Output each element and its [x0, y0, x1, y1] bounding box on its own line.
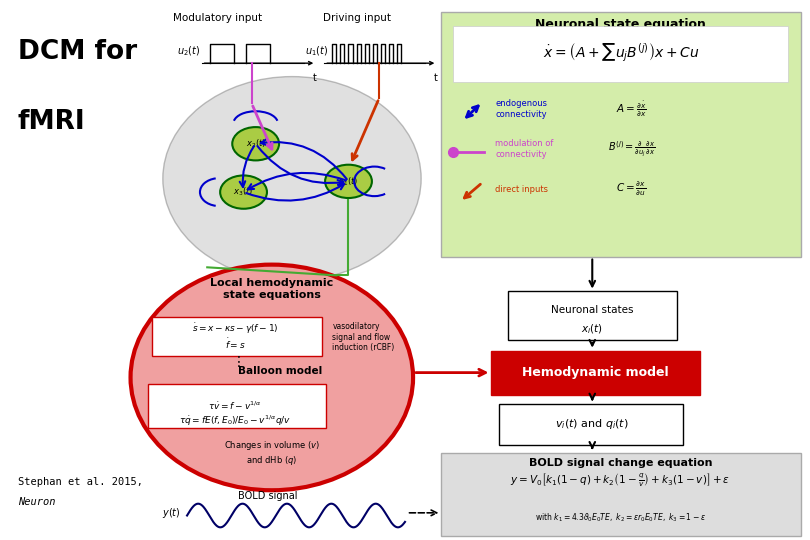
Text: modulation of
connectivity: modulation of connectivity [496, 139, 554, 159]
Text: $B^{(j)} = \frac{\partial}{\partial u_j}\frac{\partial x}{\partial x}$: $B^{(j)} = \frac{\partial}{\partial u_j}… [608, 139, 655, 159]
Text: $\dot{s} = x - \kappa s - \gamma(f-1)$: $\dot{s} = x - \kappa s - \gamma(f-1)$ [192, 322, 279, 336]
Text: Neuronal state equation: Neuronal state equation [535, 17, 706, 30]
Text: Changes in volume ($v$)
and dHb ($q$): Changes in volume ($v$) and dHb ($q$) [224, 439, 320, 467]
Text: Balloon model: Balloon model [238, 366, 322, 376]
Text: $u_2(t)$: $u_2(t)$ [177, 44, 201, 58]
Text: Modulatory input: Modulatory input [173, 13, 262, 23]
Text: endogenous
connectivity: endogenous connectivity [496, 99, 548, 119]
Text: Driving input: Driving input [322, 13, 390, 23]
Text: $y = V_0\left[k_1(1-q) + k_2\left(1-\frac{q}{v}\right) + k_3(1-v)\right] + \vare: $y = V_0\left[k_1(1-q) + k_2\left(1-\fra… [510, 472, 731, 489]
Text: Hemodynamic model: Hemodynamic model [522, 366, 669, 379]
FancyBboxPatch shape [500, 404, 684, 444]
Text: $\dot{x} = \left(A + \sum u_j B^{(j)}\right)x + Cu$: $\dot{x} = \left(A + \sum u_j B^{(j)}\ri… [543, 41, 699, 64]
Text: $x_i(t)$: $x_i(t)$ [582, 322, 603, 336]
Ellipse shape [325, 165, 372, 198]
Text: $x_3(t)$: $x_3(t)$ [233, 186, 254, 198]
Text: t: t [313, 73, 317, 83]
FancyBboxPatch shape [441, 453, 800, 536]
Text: $u_1(t)$: $u_1(t)$ [305, 44, 328, 58]
Ellipse shape [232, 127, 279, 160]
Text: vasodilatory
signal and flow
induction (rCBF): vasodilatory signal and flow induction (… [332, 322, 394, 352]
Text: $\vdots$: $\vdots$ [231, 354, 241, 369]
Text: Neuron: Neuron [18, 497, 55, 507]
Text: $\tau\dot{v} = f - v^{1/\alpha}$: $\tau\dot{v} = f - v^{1/\alpha}$ [208, 399, 262, 411]
FancyBboxPatch shape [454, 25, 788, 82]
Ellipse shape [163, 77, 421, 281]
FancyBboxPatch shape [152, 318, 322, 356]
Text: $x_2(t)$: $x_2(t)$ [245, 138, 266, 150]
Text: DCM for: DCM for [18, 39, 137, 65]
Text: direct inputs: direct inputs [496, 185, 548, 194]
Text: t: t [433, 73, 437, 83]
Text: $\tau\dot{q} = fE(f,E_0)/E_0 - v^{1/\alpha}q/v$: $\tau\dot{q} = fE(f,E_0)/E_0 - v^{1/\alp… [179, 413, 292, 428]
Text: $\dot{f} = s$: $\dot{f} = s$ [225, 337, 246, 351]
Text: $C = \frac{\partial x}{\partial u}$: $C = \frac{\partial x}{\partial u}$ [616, 181, 647, 198]
Text: Local hemodynamic
state equations: Local hemodynamic state equations [210, 278, 334, 300]
Text: $y(t)$: $y(t)$ [162, 506, 181, 520]
Ellipse shape [220, 176, 267, 209]
FancyBboxPatch shape [441, 12, 800, 256]
Text: Neuronal states: Neuronal states [551, 305, 633, 315]
Text: BOLD signal: BOLD signal [238, 491, 297, 501]
FancyBboxPatch shape [492, 350, 700, 395]
Text: with $k_1 = 4.3\vartheta_0 E_0 TE,\ k_2 = \varepsilon r_0 E_0 TE,\ k_3 = 1 - \va: with $k_1 = 4.3\vartheta_0 E_0 TE,\ k_2 … [535, 512, 706, 524]
Ellipse shape [130, 265, 413, 490]
Text: $x_1(t)$: $x_1(t)$ [339, 175, 359, 187]
Text: $v_i(t)$ and $q_i(t)$: $v_i(t)$ and $q_i(t)$ [555, 417, 629, 430]
Text: BOLD signal change equation: BOLD signal change equation [529, 458, 712, 468]
Text: fMRI: fMRI [18, 109, 85, 135]
FancyBboxPatch shape [508, 292, 677, 340]
FancyBboxPatch shape [148, 384, 326, 428]
Text: Stephan et al. 2015,: Stephan et al. 2015, [18, 477, 143, 487]
Text: $A = \frac{\partial \dot{x}}{\partial x}$: $A = \frac{\partial \dot{x}}{\partial x}… [616, 99, 647, 119]
